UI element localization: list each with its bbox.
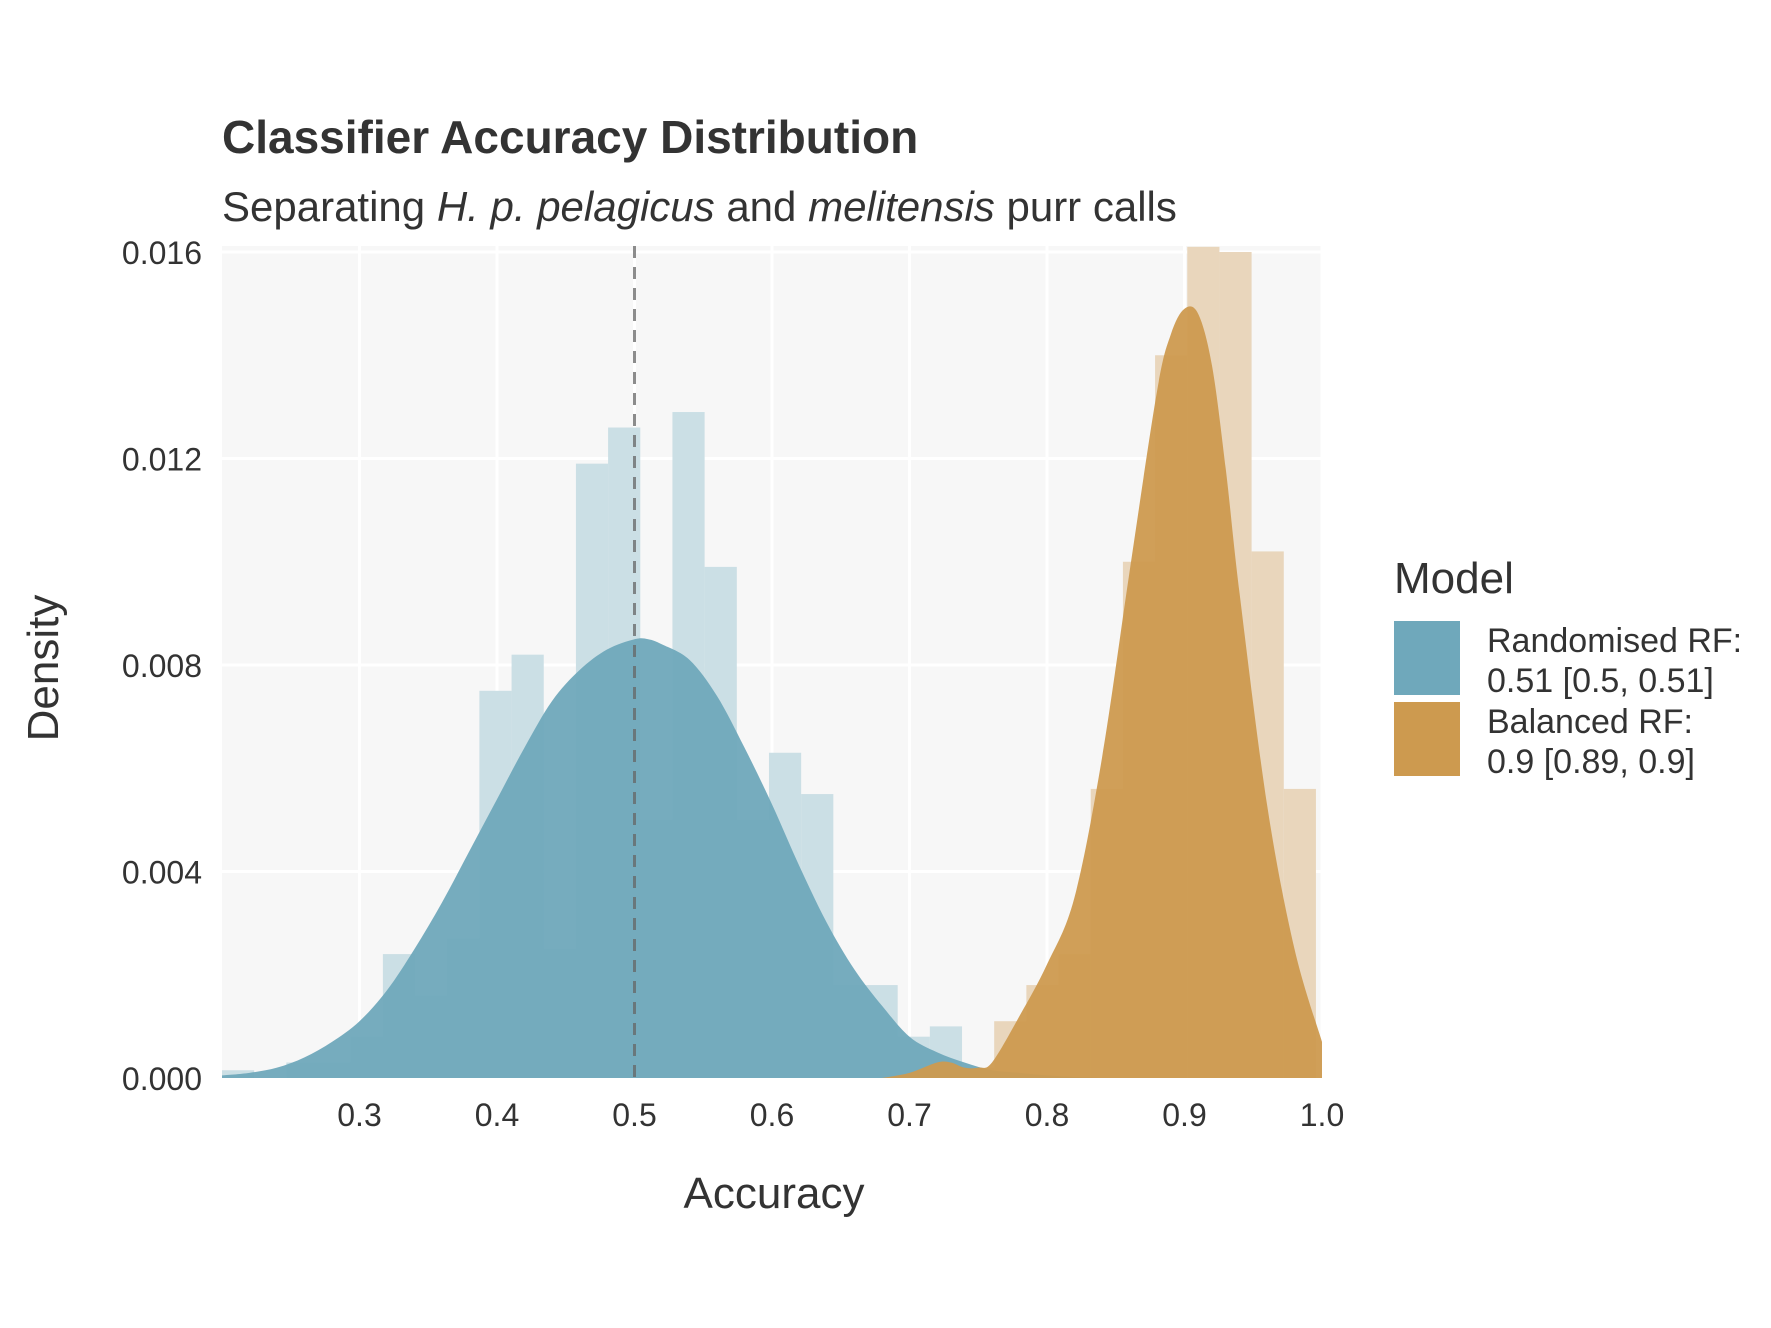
chart-title: Classifier Accuracy Distribution	[222, 111, 918, 163]
y-tick-label: 0.016	[122, 235, 202, 271]
legend-label-line2: 0.51 [0.5, 0.51]	[1487, 662, 1714, 700]
x-tick-label: 0.7	[887, 1097, 931, 1133]
density-area-series-1	[222, 638, 1102, 1078]
y-tick-label: 0.012	[122, 442, 202, 478]
y-tick-label: 0.008	[122, 648, 202, 684]
subtitle-part: melitensis	[808, 183, 995, 230]
subtitle-part: Separating	[222, 183, 437, 230]
y-tick-label: 0.004	[122, 855, 202, 891]
x-tick-label: 0.3	[337, 1097, 381, 1133]
y-tick-label: 0.000	[122, 1061, 202, 1097]
x-tick-label: 1.0	[1300, 1097, 1344, 1133]
legend-label-line1: Balanced RF:	[1487, 703, 1693, 741]
x-axis-title: Accuracy	[684, 1169, 865, 1218]
x-tick-label: 0.8	[1025, 1097, 1069, 1133]
legend-key-series-1	[1394, 621, 1460, 695]
plot-area	[222, 246, 1324, 1080]
legend-key-series-2	[1394, 702, 1460, 776]
subtitle-part: purr calls	[995, 183, 1177, 230]
legend-label-line1: Randomised RF:	[1487, 622, 1742, 660]
legend: Model Randomised RF:0.51 [0.5, 0.51]Bala…	[1394, 554, 1742, 781]
y-axis-title: Density	[19, 595, 68, 742]
legend-label-line2: 0.9 [0.89, 0.9]	[1487, 743, 1695, 781]
legend-title: Model	[1394, 554, 1514, 603]
x-axis: 0.3 0.4 0.5 0.6 0.7 0.8 0.9 1.0	[337, 1097, 1344, 1133]
x-tick-label: 0.5	[612, 1097, 656, 1133]
x-tick-label: 0.4	[475, 1097, 519, 1133]
y-axis: 0.000 0.004 0.008 0.012 0.016	[122, 235, 202, 1097]
density-area-series-2	[882, 306, 1322, 1078]
chart-subtitle: Separating H. p. pelagicus and melitensi…	[222, 183, 1177, 230]
subtitle-part: and	[715, 183, 808, 230]
x-tick-label: 0.9	[1162, 1097, 1206, 1133]
density-curves	[222, 306, 1322, 1078]
subtitle-part: H. p. pelagicus	[437, 183, 715, 230]
x-tick-label: 0.6	[750, 1097, 794, 1133]
